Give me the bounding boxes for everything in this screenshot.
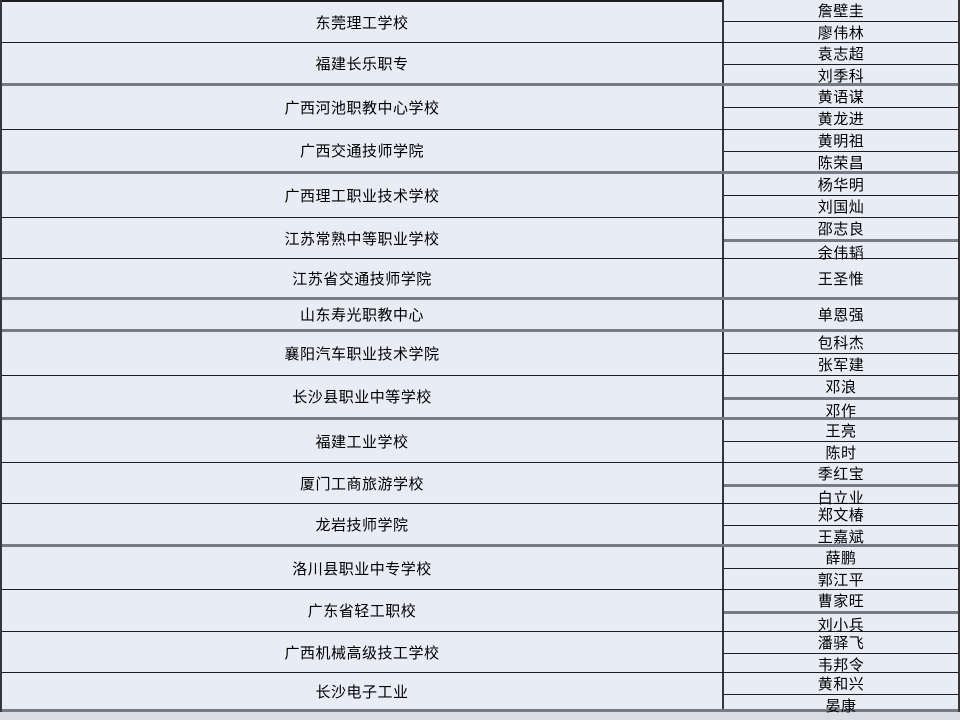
student-cell: 王亮 <box>724 420 958 442</box>
table-row-group: 江苏常熟中等职业学校 邵志良 余伟韬 <box>2 218 958 262</box>
student-cell: 黄明祖 <box>724 130 958 152</box>
school-cell: 龙岩技师学院 <box>2 504 724 544</box>
school-cell: 洛川县职业中专学校 <box>2 547 724 589</box>
student-cell: 王嘉斌 <box>817 528 865 546</box>
student-cell: 黄和兴 <box>724 673 958 695</box>
student-cell: 黄龙进 <box>817 110 865 128</box>
table-row-group: 洛川县职业中专学校 薛鹏 郭江平 <box>2 547 958 590</box>
table-row-group: 福建工业学校 王亮 陈时 <box>2 420 958 463</box>
school-cell: 广西理工职业技术学校 <box>2 174 724 217</box>
school-cell: 广东省轻工职校 <box>2 590 724 631</box>
school-cell: 江苏常熟中等职业学校 <box>2 218 724 258</box>
school-cell: 厦门工商旅游学校 <box>2 463 724 503</box>
student-cell: 薛鹏 <box>724 547 958 569</box>
student-cell: 郭江平 <box>817 571 865 589</box>
table-row-group: 广西河池职教中心学校 黄语谋 黄龙进 <box>2 86 958 130</box>
student-cell: 邓浪 <box>724 376 958 400</box>
student-cell: 王圣惟 <box>817 269 865 288</box>
student-cell: 郑文椿 <box>724 504 958 526</box>
student-cell: 单恩强 <box>817 306 865 324</box>
table-row-group: 广西机械高级技工学校 潘驿飞 韦邦令 <box>2 632 958 674</box>
table-row-group: 龙岩技师学院 郑文椿 王嘉斌 <box>2 504 958 547</box>
student-cell: 邵志良 <box>724 218 958 242</box>
student-cell: 刘小兵 <box>817 616 865 634</box>
student-cell: 白立业 <box>817 489 865 507</box>
school-cell: 长沙电子工业 <box>2 673 724 709</box>
table-row-group: 襄阳汽车职业技术学院 包科杰 张军建 <box>2 332 958 376</box>
school-cell: 广西交通技师学院 <box>2 130 724 171</box>
table-row-group: 长沙电子工业 黄和兴 晏康 <box>2 673 958 715</box>
student-cell: 潘驿飞 <box>724 632 958 654</box>
student-cell: 袁志超 <box>724 43 958 65</box>
school-cell: 广西机械高级技工学校 <box>2 632 724 672</box>
school-cell: 广西河池职教中心学校 <box>2 86 724 129</box>
table-row-group: 厦门工商旅游学校 季红宝 白立业 <box>2 463 958 507</box>
student-cell: 杨华明 <box>724 174 958 196</box>
school-cell: 江苏省交通技师学院 <box>2 259 724 297</box>
student-cell: 廖伟林 <box>817 24 865 42</box>
student-cell: 黄语谋 <box>724 86 958 108</box>
school-cell: 襄阳汽车职业技术学院 <box>2 332 724 375</box>
student-cell: 韦邦令 <box>817 656 865 674</box>
table-row-group: 长沙县职业中等学校 邓浪 邓作 <box>2 376 958 420</box>
student-cell: 张军建 <box>817 356 865 374</box>
student-cell: 詹壁圭 <box>724 0 958 22</box>
school-cell: 东莞理工学校 <box>2 0 724 42</box>
school-cell: 福建工业学校 <box>2 420 724 462</box>
table-row-group: 广西理工职业技术学校 杨华明 刘国灿 <box>2 174 958 218</box>
table-row-group: 广东省轻工职校 曹家旺 刘小兵 <box>2 590 958 634</box>
school-cell: 长沙县职业中等学校 <box>2 376 724 417</box>
school-cell: 福建长乐职专 <box>2 43 724 83</box>
student-cell: 晏康 <box>825 697 857 715</box>
student-cell: 包科杰 <box>724 332 958 354</box>
table-row-group: 东莞理工学校 詹壁圭 廖伟林 <box>2 0 958 43</box>
student-cell: 余伟韬 <box>817 244 865 262</box>
school-cell: 山东寿光职教中心 <box>2 300 724 329</box>
table-row-group: 江苏省交通技师学院 王圣惟 <box>2 259 958 300</box>
table-row-group: 广西交通技师学院 黄明祖 陈荣昌 <box>2 130 958 174</box>
student-cell: 陈时 <box>825 444 857 462</box>
table-row-group: 山东寿光职教中心 单恩强 <box>2 300 958 332</box>
student-cell: 季红宝 <box>724 463 958 487</box>
student-cell: 陈荣昌 <box>817 154 865 172</box>
student-cell: 曹家旺 <box>724 590 958 614</box>
table-row-group: 福建长乐职专 袁志超 刘季科 <box>2 43 958 86</box>
student-cell: 刘季科 <box>817 67 865 85</box>
student-cell: 邓作 <box>825 402 857 420</box>
student-cell: 刘国灿 <box>817 198 865 216</box>
